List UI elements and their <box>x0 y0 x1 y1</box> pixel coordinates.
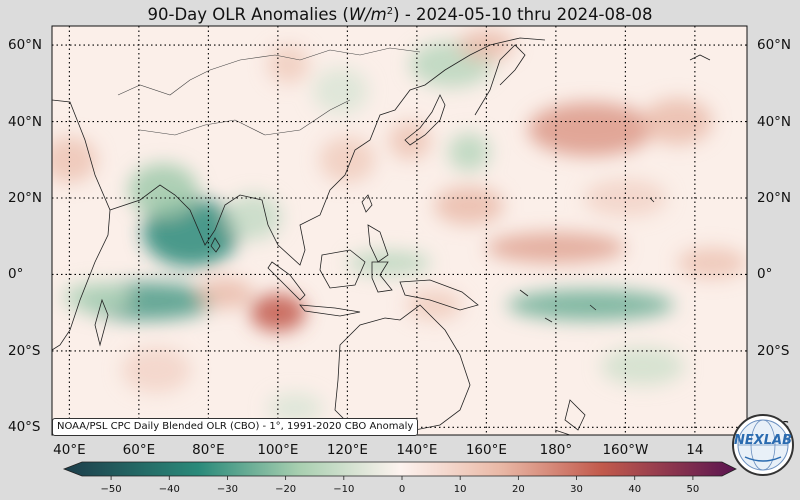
colorbar-tick-label: −40 <box>158 484 180 495</box>
longitude-label: 14 <box>686 442 704 458</box>
latitude-label: 40°N <box>8 113 43 130</box>
longitude-label: 60°E <box>122 442 156 458</box>
latitude-label: 20°S <box>8 342 41 359</box>
colorbar-tick-label: −20 <box>275 484 297 495</box>
anomaly-blob <box>121 347 191 393</box>
anomaly-blob <box>267 392 324 424</box>
latitude-label: 40°S <box>8 419 41 436</box>
anomaly-blob <box>128 163 198 218</box>
globe-icon <box>732 414 794 476</box>
anomaly-blob <box>434 186 504 225</box>
latitude-label: 60°N <box>757 37 792 54</box>
longitude-label: 180° <box>539 442 573 458</box>
longitude-label: 140°E <box>396 442 438 458</box>
colorbar-tick-label: −50 <box>100 484 122 495</box>
anomaly-blob <box>528 102 654 156</box>
latitude-label: 20°N <box>8 190 43 206</box>
colorbar-tick-label: 30 <box>570 484 583 495</box>
anomaly-blob <box>448 133 490 172</box>
longitude-label: 80°E <box>192 442 225 458</box>
colorbar <box>62 461 737 480</box>
anomaly-blob <box>406 289 463 321</box>
anomaly-blob <box>601 347 685 386</box>
colorbar-tick-label: 10 <box>453 484 467 495</box>
anomaly-blob <box>677 247 747 279</box>
longitude-label: 100°E <box>257 442 299 458</box>
latitude-label: 0° <box>8 266 24 283</box>
colorbar-tick-label: 40 <box>628 484 642 495</box>
latitude-label: 60°N <box>8 37 43 54</box>
nexlab-logo: NEXLAB <box>731 413 795 477</box>
anomaly-blob <box>389 121 431 160</box>
longitude-label: 40°E <box>53 442 86 458</box>
latitude-label: 40°N <box>757 113 792 130</box>
colorbar-tick-label: −30 <box>216 484 239 495</box>
data-credit: NOAA/PSL CPC Daily Blended OLR (CBO) - 1… <box>52 418 419 436</box>
anomaly-blob <box>225 194 282 241</box>
colorbar-bar <box>62 461 737 477</box>
anomaly-blob <box>52 136 98 183</box>
colorbar-tick-label: 0 <box>398 484 406 495</box>
anomaly-field <box>52 29 747 424</box>
latitude-label: 20°N <box>757 190 792 206</box>
anomaly-blob <box>197 278 254 309</box>
latitude-label: 0° <box>757 266 773 283</box>
latitude-label: 20°S <box>757 342 790 359</box>
anomaly-blob <box>250 293 306 332</box>
longitude-label: 160°E <box>465 442 507 458</box>
colorbar-ticks <box>110 476 694 480</box>
colorbar-tick-label: 20 <box>511 484 525 495</box>
anomaly-blob <box>312 68 369 114</box>
map-title: 90-Day OLR Anomalies (W/m2) - 2024-05-10… <box>147 5 653 24</box>
anomaly-blob <box>267 45 310 84</box>
colorbar-tick-label: −10 <box>333 484 355 495</box>
longitude-label: 120°E <box>326 442 368 458</box>
longitude-label: 160°W <box>602 442 649 458</box>
anomaly-blob <box>319 136 376 183</box>
anomaly-blob <box>62 282 132 313</box>
anomaly-blob <box>347 251 431 275</box>
colorbar-tick-label: 50 <box>686 484 700 495</box>
